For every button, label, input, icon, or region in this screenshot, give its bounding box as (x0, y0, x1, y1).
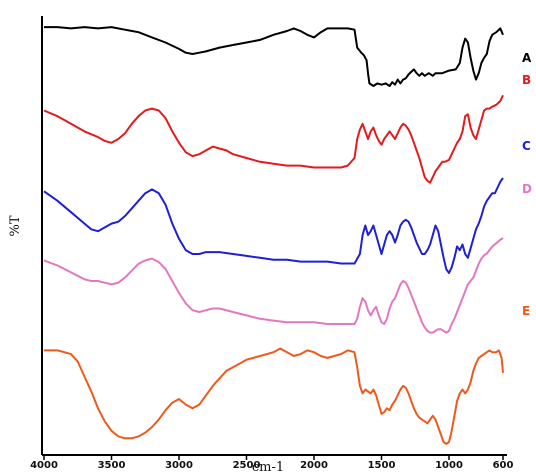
x-tick-label: 4000 (30, 460, 58, 471)
x-tick-label: 2500 (233, 460, 261, 471)
series-line-c (43, 177, 504, 274)
x-tick-label: 1000 (435, 460, 463, 471)
legend-label-a: A (522, 51, 532, 65)
series-line-e (44, 347, 504, 445)
legend-label-e: E (522, 304, 530, 318)
x-tick-label: 3500 (98, 460, 126, 471)
legend-label-c: C (522, 139, 531, 153)
series-line-b (43, 94, 504, 184)
x-tick-label: 3000 (165, 460, 193, 471)
series-line-d (43, 237, 504, 334)
legend-label-d: D (522, 182, 532, 196)
legend-label-b: B (522, 73, 531, 87)
series-legend: AB C D E (522, 51, 532, 318)
x-axis-ticks: 4000 3500 3000 2500 2000 1500 1000 600 (30, 455, 513, 471)
y-axis-title: %T (8, 215, 23, 236)
x-tick-label: 2000 (300, 460, 328, 471)
series-line-a (44, 26, 504, 87)
x-tick-label: 600 (493, 460, 514, 471)
x-axis-title: cm-1 (252, 460, 284, 472)
series-curves (43, 26, 504, 445)
x-tick-label: 1500 (368, 460, 396, 471)
